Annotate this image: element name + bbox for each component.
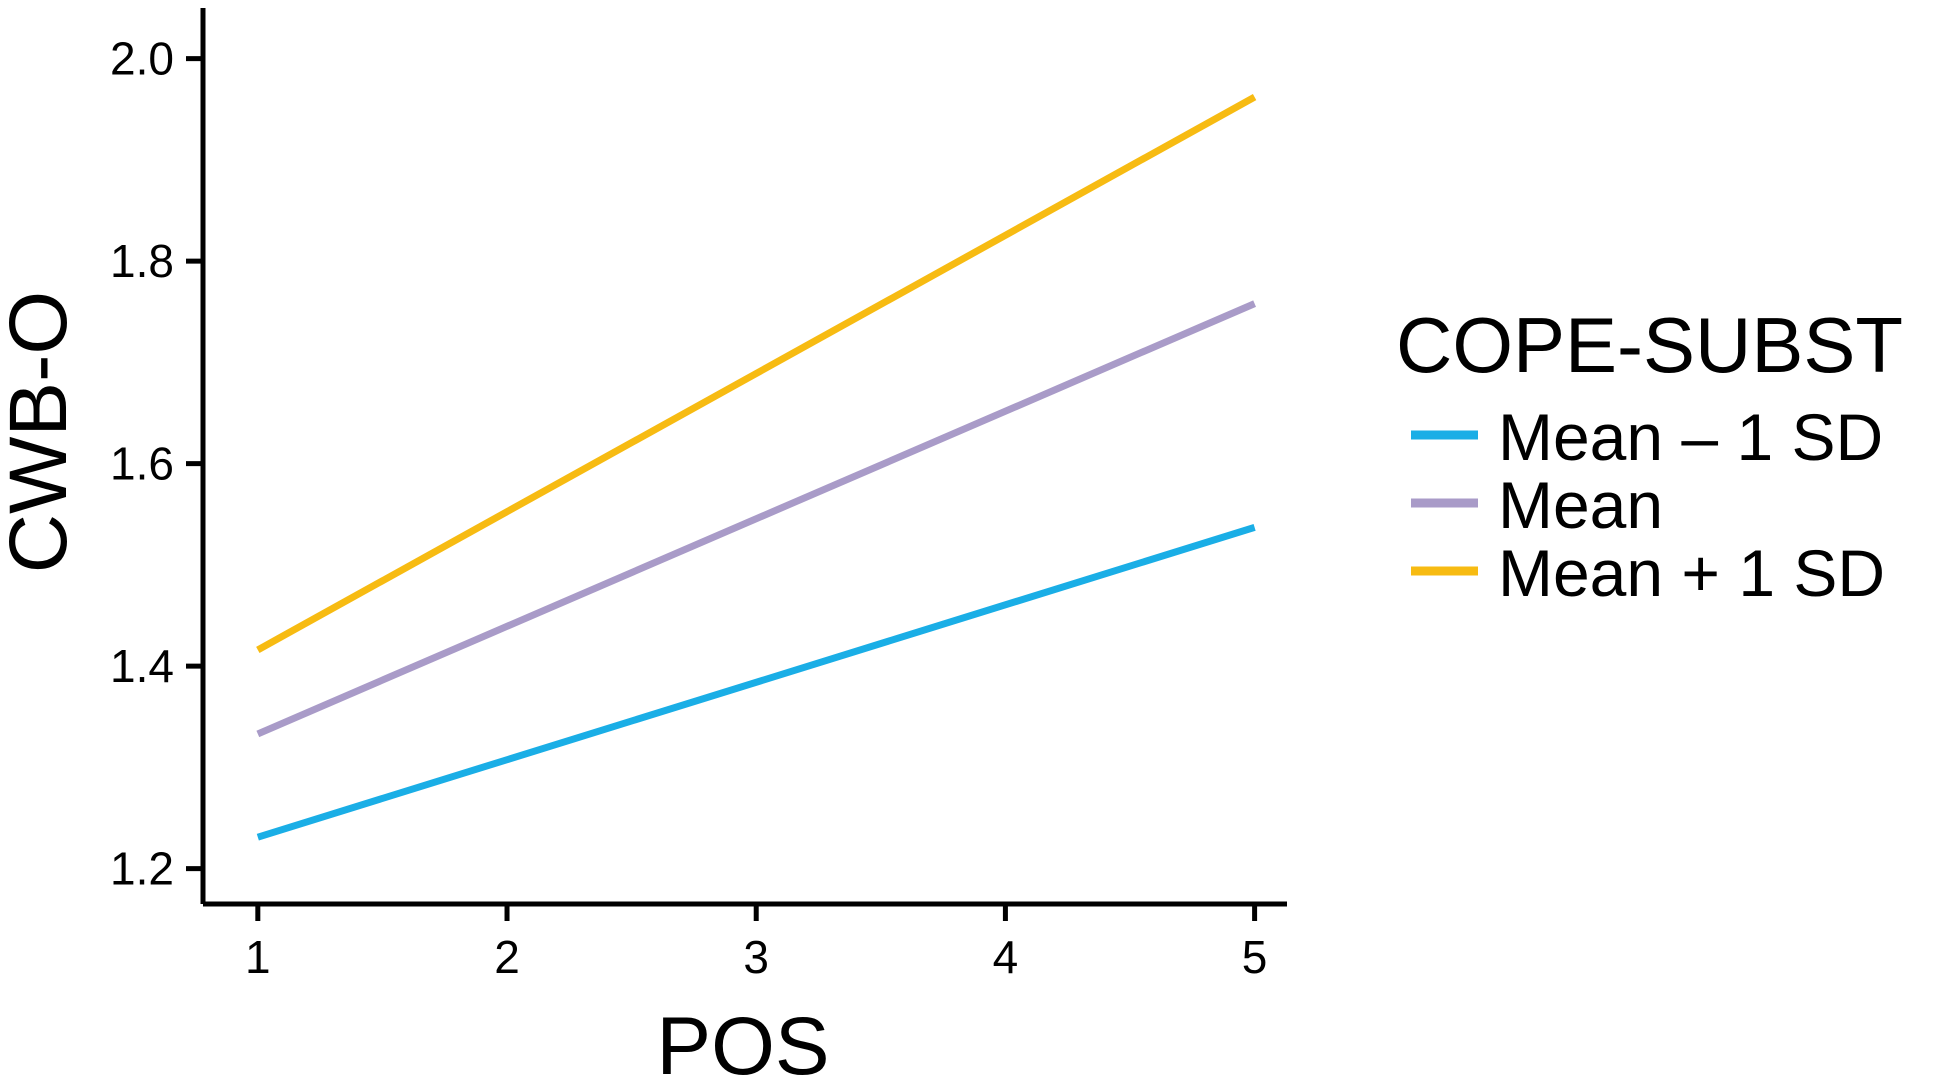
legend-title: COPE-SUBST <box>1396 301 1903 389</box>
series-line-1 <box>256 300 1256 738</box>
plot-area: 1 2 3 4 5 1.2 1.4 1.6 1.8 2.0 <box>110 8 1287 983</box>
legend-label-1: Mean <box>1498 468 1663 542</box>
y-axis-title: CWB-O <box>0 291 84 573</box>
series-line-0 <box>256 524 1256 841</box>
y-tick-label: 1.6 <box>110 438 174 490</box>
legend-label-2: Mean + 1 SD <box>1498 536 1885 610</box>
x-ticks: 1 2 3 4 5 <box>245 904 1267 983</box>
y-tick-label: 1.4 <box>110 640 174 692</box>
legend-label-0: Mean – 1 SD <box>1498 400 1883 474</box>
x-tick-label: 4 <box>993 931 1019 983</box>
y-tick-label: 1.2 <box>110 843 174 895</box>
y-tick-label: 1.8 <box>110 235 174 287</box>
series-lines <box>256 94 1257 841</box>
x-tick-label: 1 <box>245 931 271 983</box>
y-tick-label: 2.0 <box>110 33 174 85</box>
series-line-2 <box>256 94 1257 653</box>
y-ticks: 1.2 1.4 1.6 1.8 2.0 <box>110 33 203 895</box>
x-tick-label: 5 <box>1242 931 1268 983</box>
x-axis-title: POS <box>656 1001 829 1085</box>
x-tick-label: 2 <box>494 931 520 983</box>
x-tick-label: 3 <box>743 931 769 983</box>
